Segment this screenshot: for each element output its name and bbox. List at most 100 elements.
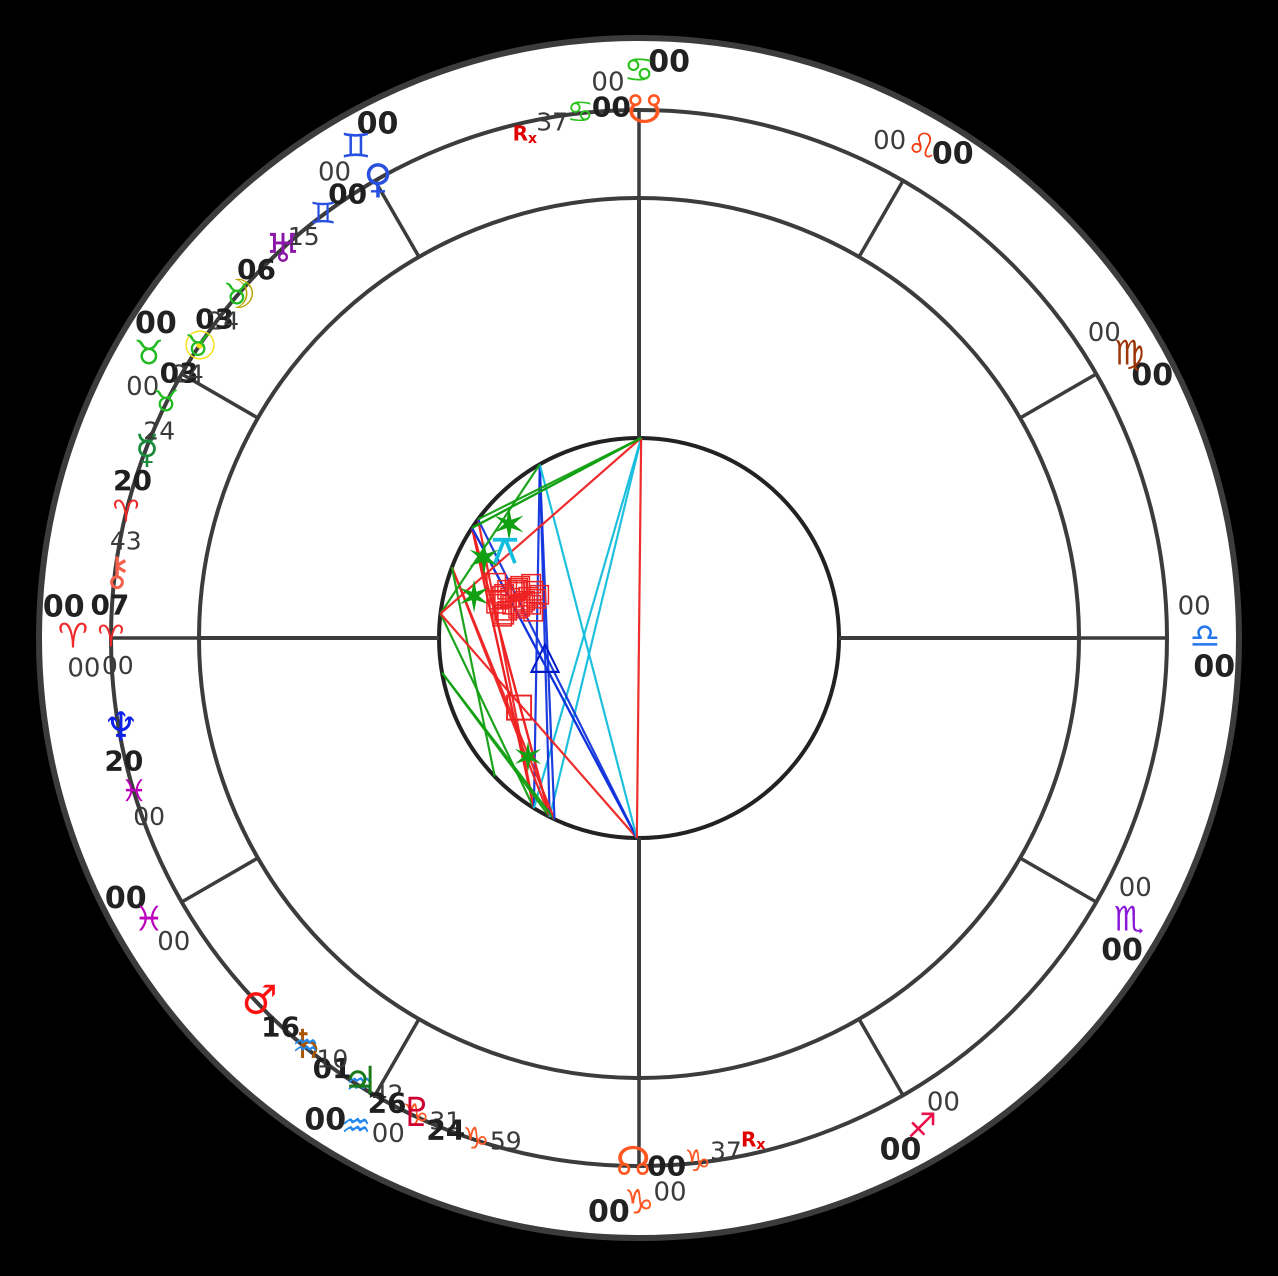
aspect-line-sextile [439, 463, 541, 615]
planet-degree-mercury: 20 [113, 464, 152, 497]
planet-glyph-chiron: ⚷ [102, 549, 131, 595]
aspect-line-sextile [441, 672, 556, 820]
aspect-symbol-sextile: ✶ [491, 500, 528, 551]
planet-glyph-north-node: ☊ [616, 1139, 652, 1185]
cusp-degree-aries: 00 [43, 589, 85, 624]
planet-glyph-jupiter: ♃ [342, 1059, 378, 1105]
aspect-line-quincunx [538, 464, 638, 839]
planet-sign-glyph-venus: ♊ [310, 196, 337, 231]
planet-sign-glyph-north-node: ♑ [684, 1144, 711, 1179]
planet-minute-mercury: 43 [110, 527, 142, 556]
planet-glyph-saturn: ♄ [290, 1022, 326, 1068]
planet-sun: ☉03♉24 [143, 323, 217, 445]
planet-degree-uranus: 06 [237, 253, 276, 286]
planet-sign-glyph-uranus: ♉ [223, 277, 250, 312]
aspect-line-trine [471, 527, 638, 839]
planet-degree-mars: 16 [261, 1010, 300, 1043]
sign-glyph-aquarius: ♒ [341, 1107, 371, 1147]
aspect-symbol-square-stacked: □ [484, 567, 509, 597]
zodiac-cusp-virgo: 00♍00 [1088, 318, 1173, 393]
aspect-symbol-square-stacked: □ [484, 588, 509, 618]
planet-chiron: ⚷07♈00 [90, 549, 133, 680]
cusp-minute-sagittarius: 00 [927, 1088, 960, 1118]
planet-degree-sun: 03 [160, 357, 199, 390]
cusp-minute-pisces: 00 [157, 927, 190, 957]
planet-minute-pluto: 59 [490, 1127, 522, 1156]
sign-glyph-capricorn: ♑ [624, 1183, 654, 1223]
planet-minute-north-node: 37 [710, 1137, 742, 1166]
aspect-symbol-square-stacked: □ [490, 580, 515, 610]
cusp-line-leo [857, 179, 905, 258]
planet-minute-saturn: 42 [372, 1080, 404, 1109]
aspect-line-trine [477, 518, 638, 839]
zodiac-cusp-capricorn: 00♑ 00 [588, 1178, 687, 1230]
aspect-symbol-square-stacked: □ [527, 579, 552, 609]
zodiac-cusp-leo: 00♌00 [873, 126, 973, 171]
cusp-line-aquarius [373, 1018, 421, 1097]
zodiac-cusp-sagittarius: 00♐00 [880, 1088, 960, 1168]
planet-neptune: ♆20♓00 [103, 704, 165, 831]
aspect-line-square [439, 437, 642, 615]
planet-sign-glyph-saturn: ♒ [346, 1067, 373, 1102]
aspect-symbol-square-stacked: □ [516, 581, 541, 611]
cusp-minute-virgo: 00 [1088, 318, 1121, 348]
aspect-symbol-square-stacked: □ [511, 587, 536, 617]
planet-minute-mars: 10 [317, 1044, 349, 1073]
cusp-minute-cancer: 00 [591, 67, 624, 97]
aspect-symbol-square-stacked: □ [519, 568, 544, 598]
cusp-minute-libra: 00 [1178, 591, 1211, 621]
planet-mars: ♂16♒10 [242, 977, 349, 1073]
cusp-lines [111, 110, 1167, 1166]
planet-minute-venus: 15 [288, 222, 320, 251]
aspect-symbol-sextile: ✶ [456, 572, 493, 623]
aspect-symbol-square-stacked: □ [495, 595, 520, 625]
cusp-line-scorpio [1019, 856, 1098, 904]
cusp-degree-pisces: 00 [105, 881, 147, 916]
cusp-degree-virgo: 00 [1131, 358, 1173, 393]
aspect-symbol-square-stacked: □ [500, 589, 525, 619]
aspect-line-square [470, 527, 535, 809]
aspect-symbol-square-stacked: □ [503, 576, 528, 606]
aspect-symbol-square-stacked: □ [495, 574, 520, 604]
planet-saturn: ♄01♒42 [290, 1022, 403, 1109]
cusp-minute-aquarius: 00 [372, 1119, 405, 1149]
aspect-symbol-sextile: ✶ [466, 534, 503, 585]
sign-glyph-scorpio: ♏ [1114, 900, 1144, 940]
cusp-degree-taurus: 00 [135, 306, 177, 341]
cusp-line-gemini [373, 179, 421, 258]
aspect-symbol-square-stacked: □ [487, 584, 512, 614]
planet-moon: ☽03♉24 [172, 272, 256, 388]
aspect-symbol-square-stacked: □ [519, 589, 544, 619]
planet-sign-glyph-mars: ♒ [292, 1029, 319, 1064]
planet-glyph-pluto: ♇ [399, 1090, 435, 1136]
aspect-lines [439, 437, 643, 839]
planet-sign-glyph-moon: ♉ [185, 329, 212, 364]
zodiac-cusp-cancer: 00♋00 [591, 44, 690, 97]
planet-layer: ♄01♒42♃26♑ 31♇24♑ 59♂16♒10☊00♑37 Rx♆20♓00⚷0… [90, 87, 765, 1185]
aspect-symbol-square-stacked: □ [508, 570, 533, 600]
cusp-degree-gemini: 00 [357, 106, 399, 141]
planet-degree-south-node: 00 [592, 91, 631, 124]
sign-glyph-libra: ♎ [1190, 617, 1220, 657]
cusp-degree-sagittarius: 00 [880, 1133, 922, 1168]
planet-minute-chiron: 00 [102, 651, 134, 680]
planet-sign-glyph-mercury: ♈ [113, 494, 140, 529]
aspect-line-square [476, 519, 535, 809]
planet-glyph-mercury: ☿ [135, 427, 160, 473]
planet-minute-neptune: 00 [133, 802, 165, 831]
planet-sign-glyph-chiron: ♈ [98, 620, 125, 655]
planet-minute-jupiter: 31 [429, 1107, 461, 1136]
sign-glyph-aries: ♈ [58, 617, 88, 657]
aspect-line-square [450, 566, 556, 820]
aspect-symbol-square-stacked: □ [524, 583, 549, 613]
cusp-line-sagittarius [857, 1018, 905, 1097]
planet-degree-pluto: 24 [426, 1114, 465, 1147]
aspect-symbol-square-stacked: □ [513, 585, 538, 615]
zodiac-ring-labels: 00♈0000♉0000♊0000♋0000♌0000♍0000♎0000♏00… [43, 44, 1235, 1229]
aspect-line-quincunx [548, 437, 643, 818]
aspect-symbol-square-stacked: □ [521, 596, 546, 626]
planet-glyph-venus: ♀ [363, 156, 392, 202]
